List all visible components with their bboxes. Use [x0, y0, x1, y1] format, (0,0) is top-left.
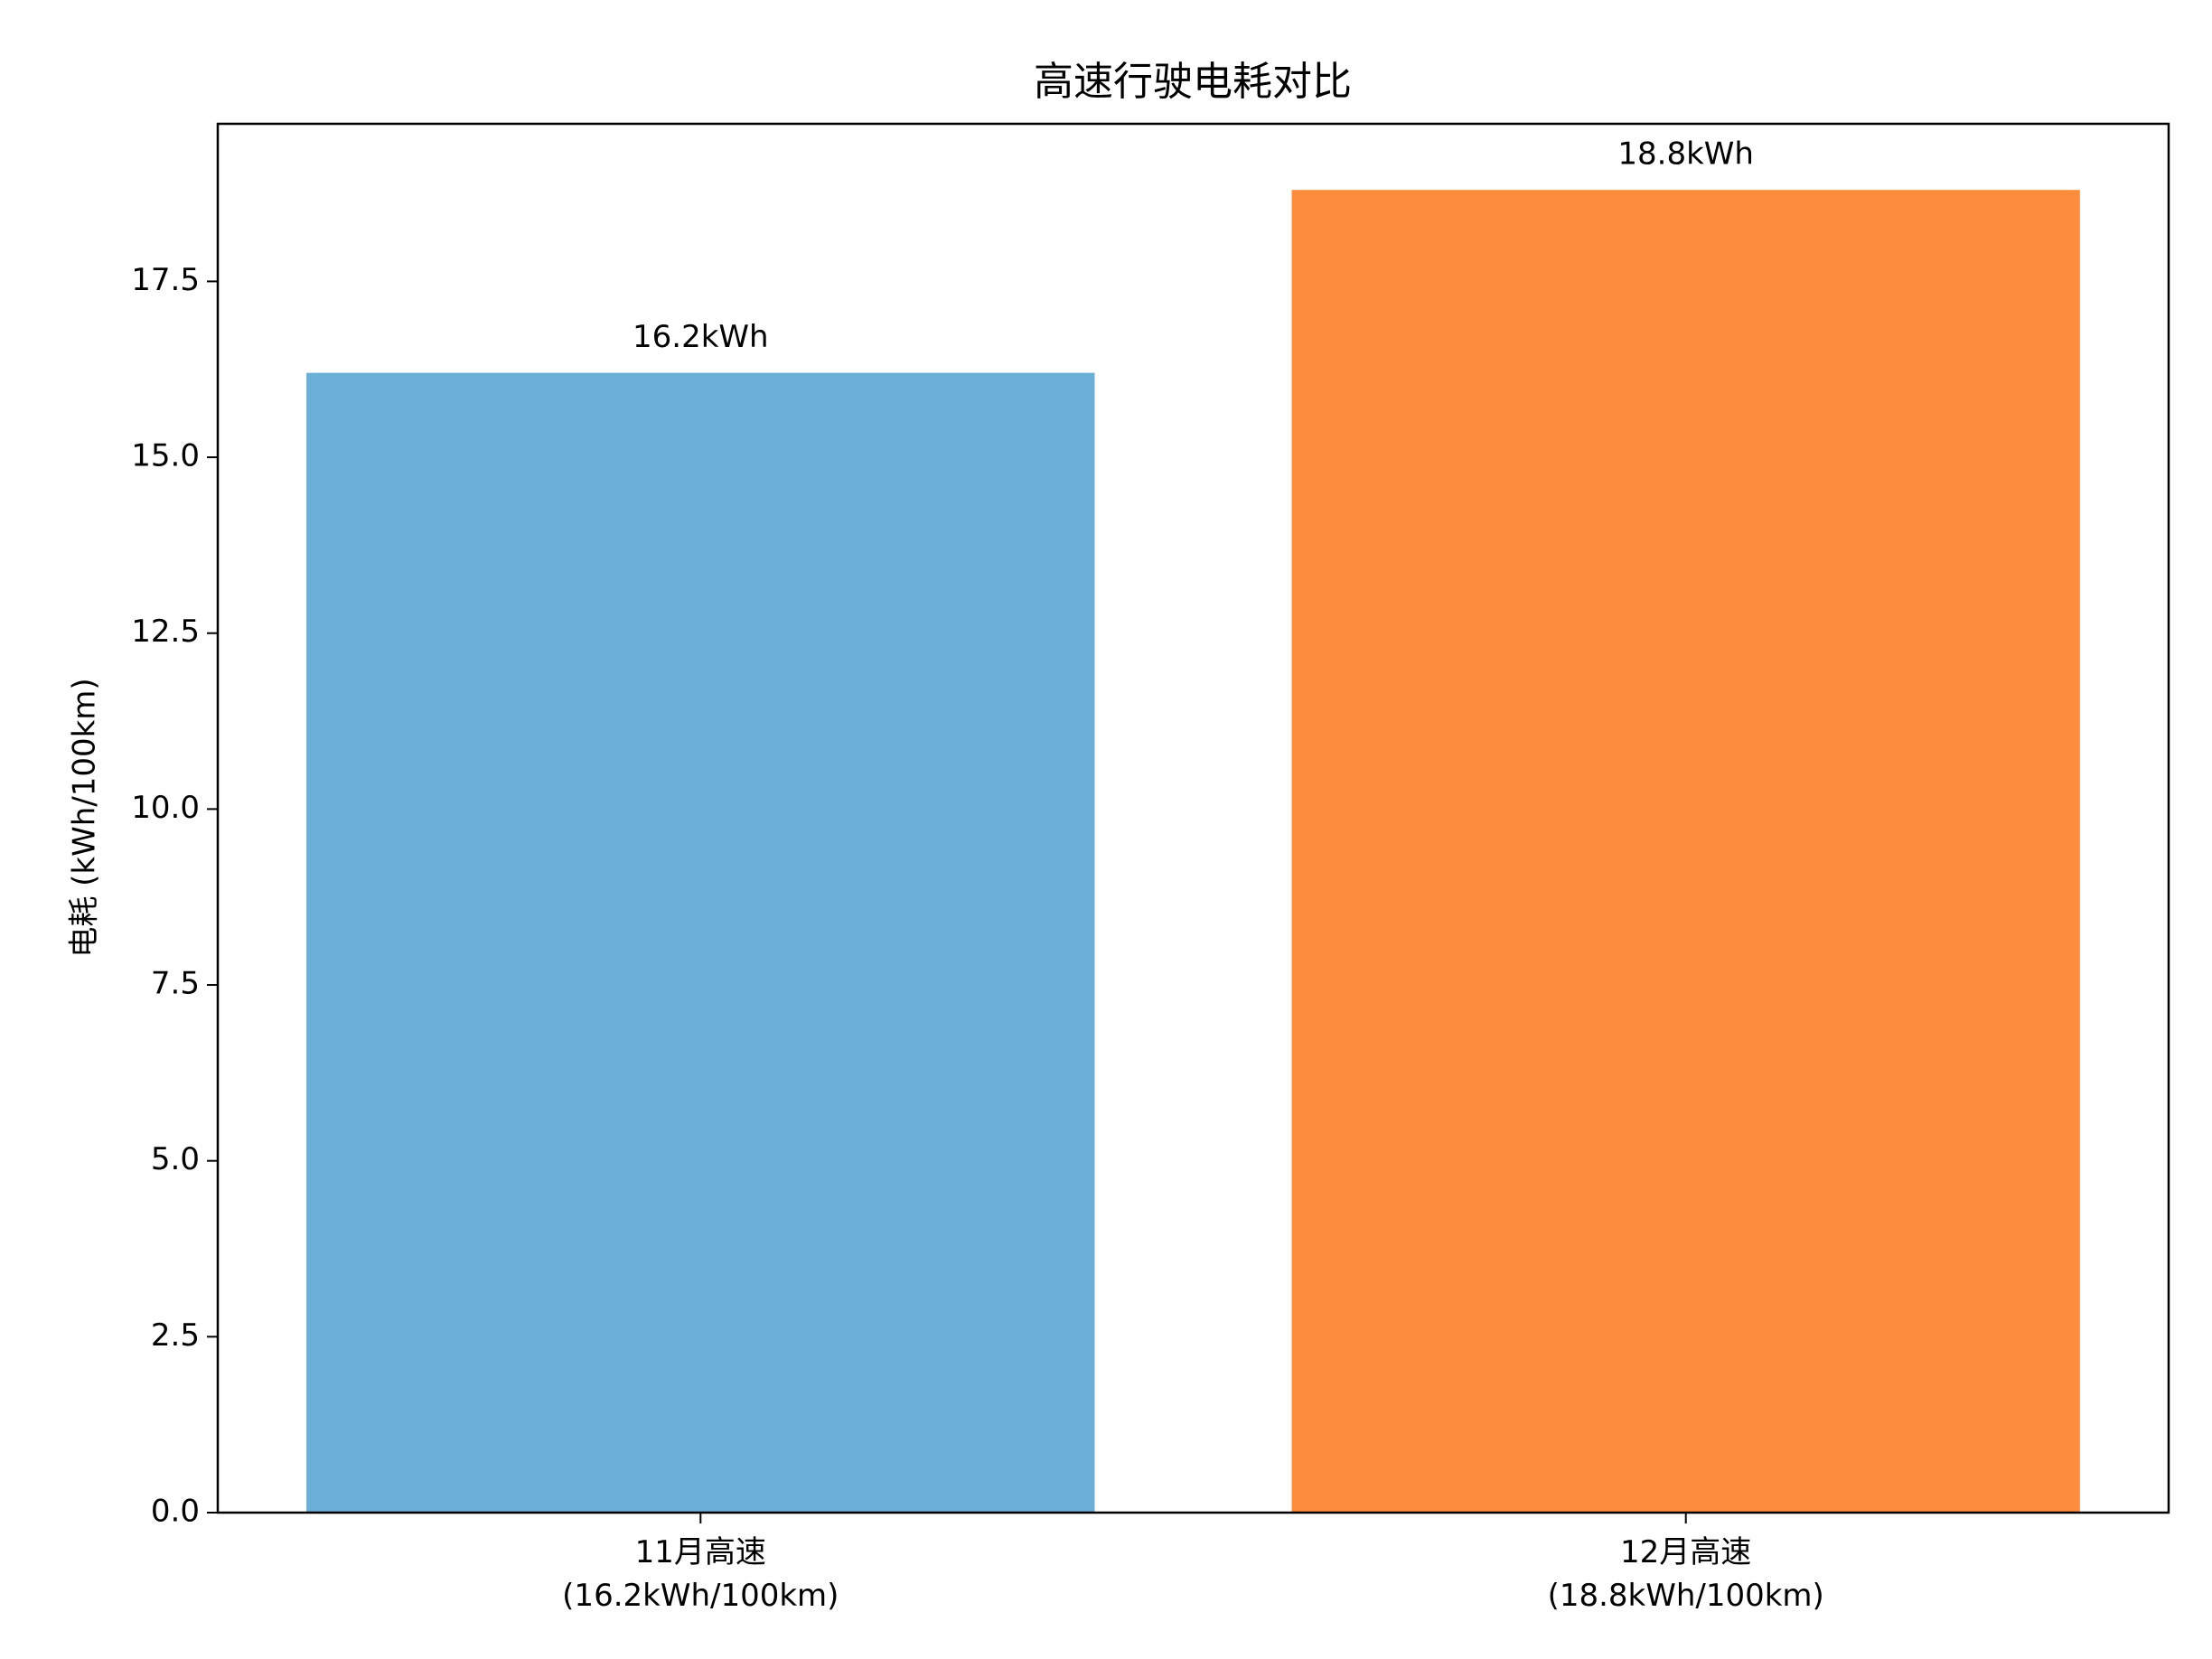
value-label: 16.2kWh [633, 319, 769, 355]
bar [1291, 190, 2080, 1514]
y-tick-label: 0.0 [151, 1494, 200, 1530]
y-tick-label: 5.0 [151, 1141, 200, 1177]
x-tick-label: 11月高速 (16.2kWh/100km) [562, 1534, 839, 1614]
chart-title: 高速行驶电耗对比 [1034, 59, 1352, 105]
y-tick-label: 17.5 [131, 262, 200, 298]
y-axis-label: 电耗 (kWh/100km) [67, 678, 103, 957]
plot-frame [216, 122, 2170, 1514]
value-label: 18.8kWh [1617, 136, 1754, 173]
y-tick-label: 15.0 [131, 438, 200, 474]
y-tick-label: 12.5 [131, 614, 200, 650]
y-tick-label: 10.0 [131, 790, 200, 826]
x-tick-label: 12月高速 (18.8kWh/100km) [1547, 1534, 1824, 1614]
y-tick-label: 2.5 [151, 1317, 200, 1354]
y-tick-label: 7.5 [151, 966, 200, 1002]
bar [306, 372, 1095, 1514]
